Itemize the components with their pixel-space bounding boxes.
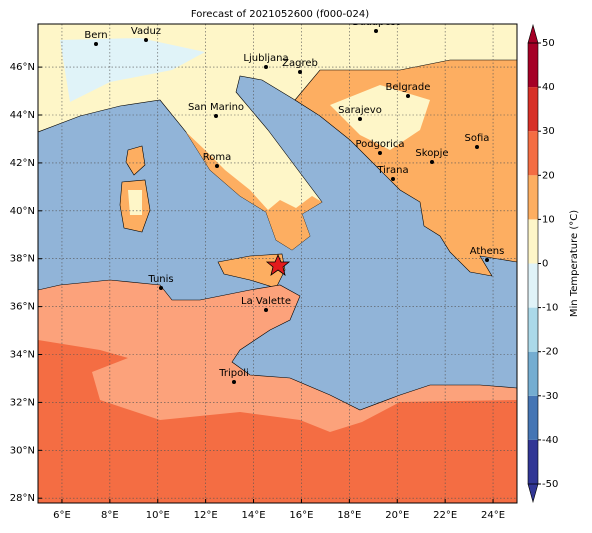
x-tick-label: 16°E [289,510,313,521]
x-tick-label: 20°E [385,510,409,521]
star-marker [265,253,291,276]
city-dot [374,29,378,33]
colorbar-band [528,439,538,484]
city-dot [144,38,148,42]
city-label: Ljubljana [243,53,288,64]
colorbar-label: Min Temperature (°C) [569,210,580,317]
city-dot [378,151,382,155]
colorbar-band [528,131,538,176]
city-label: Skopje [415,148,448,159]
city-label: Tripoli [218,368,249,379]
city-dot [430,160,434,164]
city-dot [159,286,163,290]
colorbar-extend-low [527,483,539,504]
city-label: Podgorica [355,139,404,150]
balkans-inland [330,85,430,150]
colorbar-band [528,395,538,440]
x-tick-label: 12°E [194,510,218,521]
city-dot [214,114,218,118]
city-dot [215,164,219,168]
map-frame [37,23,518,504]
city-dot [232,380,236,384]
city-label: Belgrade [386,82,431,93]
y-tick-label: 30°N [10,445,35,456]
colorbar-tick-label: 0 [542,259,548,270]
x-tick-label: 8°E [101,510,119,521]
x-tick-label: 24°E [481,510,505,521]
x-tick-label: 14°E [242,510,266,521]
city-label: La Valette [241,296,291,307]
city-label: Tunis [147,274,173,285]
colorbar-band [528,351,538,396]
city-dot [298,70,302,74]
city-dot [264,308,268,312]
axes: 6°E 8°E 10°E 12°E 14°E 16°E 18°E 20°E 22°E 24°E 28… [10,62,505,521]
city-dot [94,42,98,46]
x-tick-label: 18°E [337,510,361,521]
y-tick-label: 46°N [10,62,35,73]
y-tick-label: 44°N [10,110,35,121]
city-dot [391,177,395,181]
colorbar-band [528,175,538,220]
city-dot [475,145,479,149]
colorbar-band [528,43,538,88]
colorbar-band [528,307,538,352]
city-dot [406,94,410,98]
colorbar-tick-label: 10 [542,214,555,225]
colorbar-tick-label: -20 [542,347,558,358]
colorbar-tick-label: -30 [542,391,558,402]
alps-cold [60,38,205,102]
colorbar-tick-label: 20 [542,170,555,181]
city-label: Athens [470,246,505,257]
city-label: San Marino [188,102,244,113]
y-tick-label: 42°N [10,158,35,169]
city-label: Sarajevo [338,105,382,116]
y-tick-label: 34°N [10,350,35,361]
colorbar-extend-high [527,23,539,44]
city-dot [485,258,489,262]
city-label: Tirana [376,165,408,176]
x-tick-label: 6°E [53,510,71,521]
y-tick-label: 28°N [10,493,35,504]
city-label: Zagreb [282,58,318,69]
y-tick-label: 36°N [10,302,35,313]
city-label: Sofia [465,133,490,144]
city-dot [264,65,268,69]
x-tick-label: 10°E [146,510,170,521]
city-label: Vaduz [131,26,161,37]
italy-coast [186,132,322,250]
colorbar: -50 -40 -30 -20 -10 0 10 20 30 40 50 Min Temperatur… [527,23,580,504]
grid [38,24,517,503]
corsica [125,145,146,176]
y-tick-label: 32°N [10,397,35,408]
city-label: Roma [203,152,232,163]
city-label: Bern [84,30,107,41]
city-dot [358,117,362,121]
title: Forecast of 2021052600 (f000-024) [191,9,369,20]
colorbar-band [528,263,538,308]
y-tick-label: 38°N [10,254,35,265]
colorbar-band [528,87,538,132]
colorbar-tick-label: -40 [542,435,558,446]
colorbar-tick-label: -50 [542,479,558,490]
sardinia-inland [128,190,142,215]
colorbar-tick-label: 50 [542,38,555,49]
colorbar-tick-label: 30 [542,126,555,137]
x-tick-label: 22°E [433,510,457,521]
colorbar-band [528,219,538,264]
colorbar-tick-label: 40 [542,82,555,93]
y-tick-label: 40°N [10,206,35,217]
colorbar-tick-label: -10 [542,303,558,314]
city-label: Budapest [352,17,399,28]
